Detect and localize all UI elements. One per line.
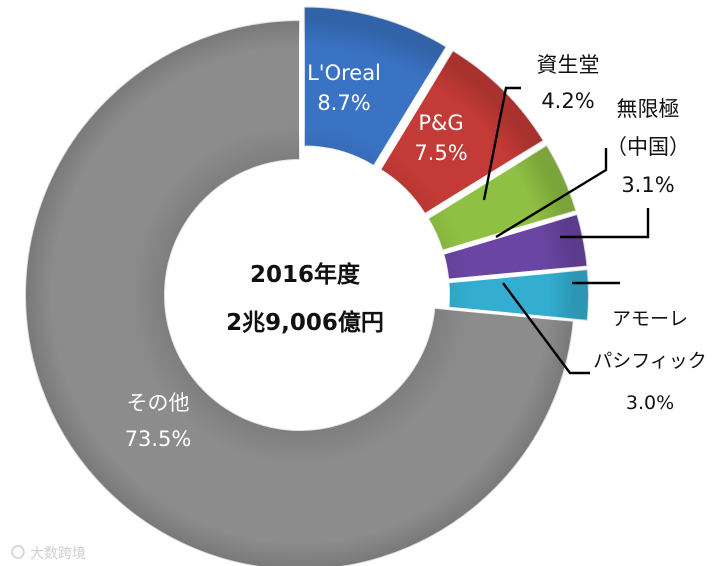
slice-value-label-4: 3.0% xyxy=(626,392,674,414)
donut-slice-shade-1 xyxy=(380,50,544,215)
slice-name-label-3-0: 無限極 xyxy=(617,97,680,121)
watermark-text: 大数跨境 xyxy=(30,546,86,562)
slice-name-label-4-1: パシフィック xyxy=(593,350,707,372)
chart-title: 2016年度 xyxy=(250,261,361,288)
slice-value-label-5: 73.5% xyxy=(125,427,192,451)
slice-value-label-2: 4.2% xyxy=(541,89,594,113)
donut-slice-shade-2 xyxy=(427,144,577,251)
leader-line-3-0 xyxy=(495,148,608,239)
slice-name-label-2-0: 資生堂 xyxy=(537,53,600,77)
slice-value-label-3: 3.1% xyxy=(621,173,674,197)
leader-line-3-1 xyxy=(560,208,650,239)
slice-name-label-0-0: L'Oreal xyxy=(307,61,381,85)
slice-value-label-1: 7.5% xyxy=(414,141,467,165)
chart-subtitle: 2兆9,006億円 xyxy=(226,309,384,336)
slice-name-label-3-1: （中国） xyxy=(606,135,690,159)
slice-name-label-4-0: アモーレ xyxy=(612,308,688,330)
slice-name-label-1-0: P&G xyxy=(418,111,463,135)
watermark: 大数跨境 xyxy=(11,545,86,562)
donut-slice-shade-4 xyxy=(448,269,589,321)
watermark-icon xyxy=(11,545,25,559)
slice-value-label-0: 8.7% xyxy=(317,91,370,115)
donut-slice-shade-5 xyxy=(25,20,574,566)
donut-slice-shade-0 xyxy=(303,6,447,167)
leader-line-2-0 xyxy=(482,86,521,201)
slice-name-label-5-0: その他 xyxy=(127,391,190,415)
donut-slice-shade-3 xyxy=(443,213,588,280)
leader-line-4-1 xyxy=(502,282,590,375)
